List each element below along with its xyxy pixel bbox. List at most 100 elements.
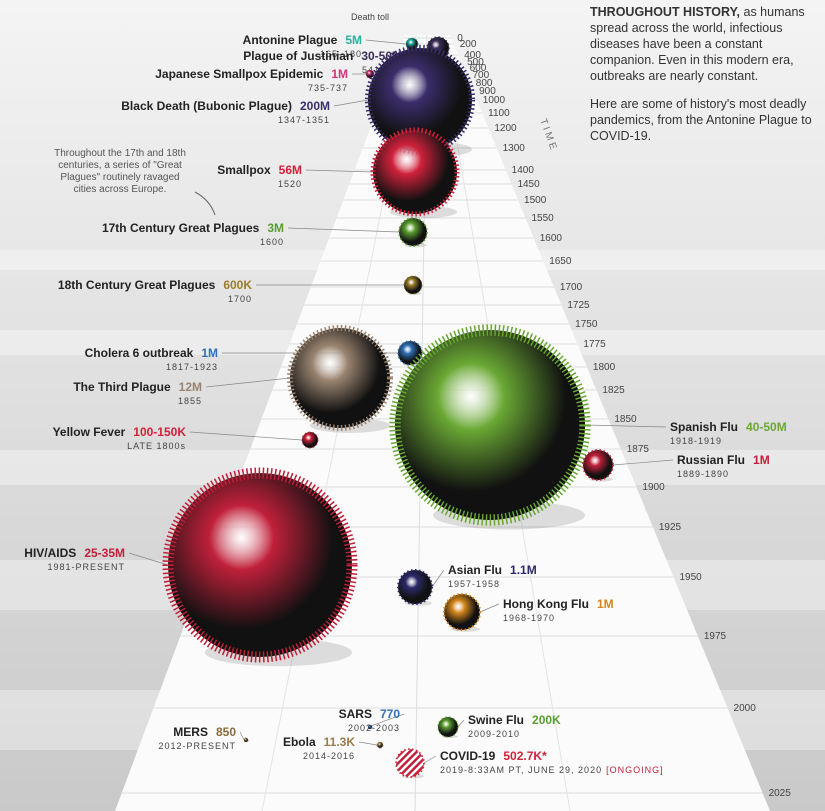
pandemic: Hong Kong Flu 1M 1968-1970: [442, 592, 614, 632]
intro-text: as humans spread across the world, infec…: [590, 5, 805, 83]
pandemic-label: Smallpox 56M: [217, 163, 302, 177]
timeline-label: 1650: [549, 256, 572, 267]
pandemic: Smallpox 56M 1520: [217, 127, 460, 219]
pandemic-toll: 25-35M: [84, 546, 125, 560]
connector: [205, 377, 291, 388]
connector: [479, 603, 500, 613]
timeline-label: 1900: [642, 482, 665, 493]
timeline-label: 800: [476, 78, 493, 89]
pandemic-label: MERS 850: [173, 725, 236, 739]
note: Throughout the 17th and 18th centuries, a…: [54, 148, 186, 195]
pandemic-toll: 3M: [267, 221, 284, 235]
pandemic-label: Hong Kong Flu 1M: [503, 597, 614, 611]
pandemic-label: Russian Flu 1M: [677, 453, 770, 467]
pandemic-label: Ebola 11.3K: [283, 735, 355, 749]
pandemic-name: Ebola: [283, 735, 316, 749]
connector: [423, 755, 437, 764]
pandemic-name: MERS: [173, 725, 208, 739]
timeline-label: 1450: [517, 179, 540, 190]
intro-paragraph-2: Here are some of history's most deadly p…: [590, 97, 812, 143]
pandemic: Ebola 11.3K 2014-2016: [283, 735, 384, 761]
pandemic-label: Spanish Flu 40-50M: [670, 420, 787, 434]
timeline-label: 0: [457, 33, 463, 44]
pandemic-name: Japanese Smallpox Epidemic: [155, 67, 323, 81]
pandemic-years: 165–180: [320, 49, 362, 59]
pandemic-label: Swine Flu 200K: [468, 713, 561, 727]
pandemic-years: 1700: [228, 294, 252, 304]
intro: THROUGHOUT HISTORY, as humans spread acr…: [590, 4, 820, 156]
pandemic-toll: 1M: [331, 67, 348, 81]
pandemic-label: 18th Century Great Plagues 600K: [58, 278, 252, 292]
timeline-label: 1700: [560, 282, 583, 293]
timeline-label: 1850: [614, 414, 637, 425]
pandemic-years: 1968-1970: [503, 613, 555, 623]
bubble: [243, 737, 249, 743]
pandemic-years: 1817-1923: [166, 362, 218, 372]
bubble: [376, 741, 384, 749]
connector: [128, 552, 169, 566]
timeline-label: 1725: [567, 300, 590, 311]
note-text: Throughout the 17th and 18th centuries, a…: [54, 148, 186, 195]
bubble: [397, 340, 423, 366]
bubble: [364, 44, 476, 156]
pandemic-name: SARS: [339, 707, 372, 721]
connector: [358, 741, 378, 746]
pandemic-label: 17th Century Great Plagues 3M: [102, 221, 284, 235]
pandemic-toll: 1.1M: [510, 563, 537, 577]
death-toll-label: Death toll: [351, 12, 389, 22]
pandemic-name: Plague of Justinian: [243, 49, 353, 63]
pandemic-label: Yellow Fever 100-150K: [53, 425, 187, 439]
pandemic-toll: 40-50M: [746, 420, 787, 434]
pandemic: COVID-19 502.7K* 2019-8:33AM PT, JUNE 29, …: [395, 748, 664, 779]
pandemic-years: 2014-2016: [303, 751, 355, 761]
pandemic-toll: 56M: [279, 163, 302, 177]
pandemic: Russian Flu 1M 1889-1890: [582, 449, 770, 482]
pandemic-name: Hong Kong Flu: [503, 597, 589, 611]
pandemic-status: [ONGOING]: [606, 765, 664, 775]
pandemic-label: Black Death (Bubonic Plague) 200M: [121, 99, 330, 113]
pandemic-name: Swine Flu: [468, 713, 524, 727]
pandemic-years: 1347-1351: [278, 115, 330, 125]
timeline-label: 1550: [531, 213, 554, 224]
pandemic: SARS 770 2002-2003: [339, 707, 405, 733]
bubble: [287, 325, 393, 431]
pandemic-years: 1600: [260, 237, 284, 247]
note-arrow: [194, 191, 216, 216]
pandemic: Antonine Plague 5M 165–180: [243, 33, 419, 59]
pandemic-label: Cholera 6 outbreak 1M: [85, 346, 218, 360]
bubble: [398, 217, 428, 247]
intro-lead: THROUGHOUT HISTORY,: [590, 5, 741, 19]
connector: [431, 569, 445, 588]
timeline-label: 1875: [627, 444, 650, 455]
pandemic: Yellow Fever 100-150K LATE 1800s: [53, 425, 319, 451]
pandemic: Japanese Smallpox Epidemic 1M 735-737: [155, 67, 375, 93]
pandemic-toll: 11.3K: [324, 735, 356, 749]
bubble: [162, 467, 358, 663]
pandemic-years: 1889-1890: [677, 469, 729, 479]
pandemic-toll: 850: [216, 725, 236, 739]
bubble: [365, 69, 375, 79]
timeline-label: 1000: [483, 95, 506, 106]
pandemic: Spanish Flu 40-50M 1918-1919: [389, 324, 787, 530]
connector: [239, 731, 245, 741]
pandemic-toll: 100-150K: [133, 425, 186, 439]
pandemic-name: Spanish Flu: [670, 420, 738, 434]
timeline-label: 500: [467, 57, 484, 68]
connector: [612, 459, 674, 466]
pandemic-name: Asian Flu: [448, 563, 502, 577]
pandemic-toll: 600K: [223, 278, 252, 292]
connector: [287, 227, 400, 233]
pandemic: HIV/AIDS 25-35M 1981-PRESENT: [24, 467, 358, 667]
bubble: [403, 275, 423, 295]
connector: [189, 431, 303, 441]
bubble: [367, 724, 373, 730]
timeline-label: 600: [470, 63, 487, 74]
timeline-label: 1200: [494, 123, 517, 134]
pandemic-name: Yellow Fever: [53, 425, 126, 439]
bubble: [437, 716, 459, 738]
timeline-label: 2000: [734, 703, 757, 714]
pandemic-name: Smallpox: [217, 163, 271, 177]
timeline-label: 400: [464, 50, 481, 61]
